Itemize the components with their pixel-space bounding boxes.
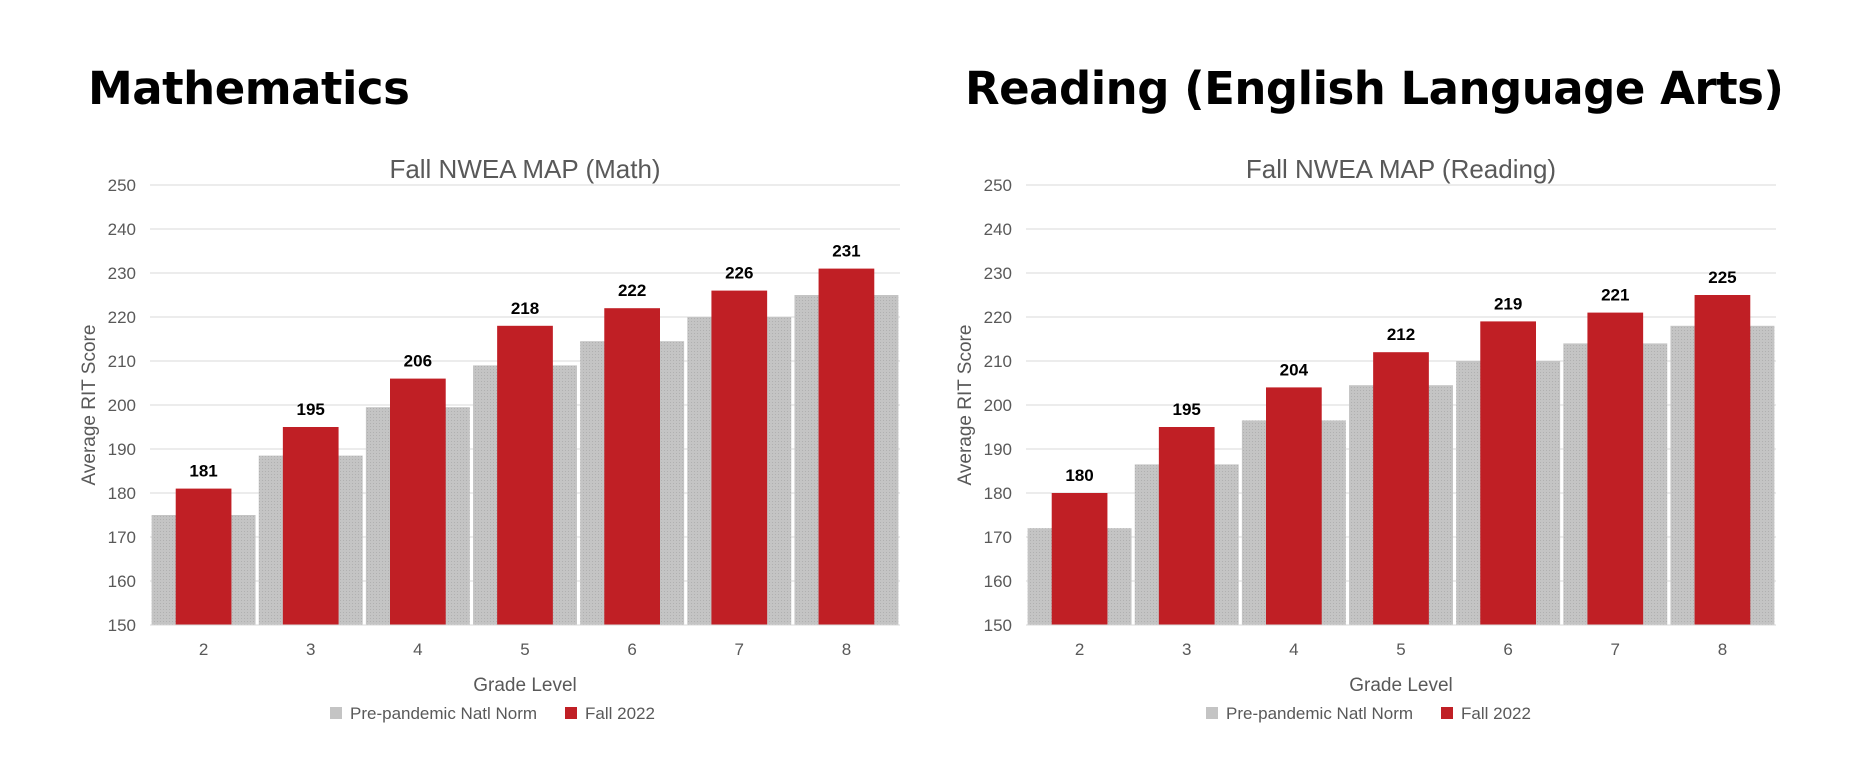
bar-fall-grade-5 (497, 325, 553, 625)
heading-mathematics: Mathematics (88, 62, 410, 115)
x-tick-label: 6 (627, 640, 636, 659)
bar-fall-grade-6 (1480, 321, 1536, 625)
x-tick-label: 7 (735, 640, 744, 659)
data-label: 218 (511, 299, 539, 318)
y-tick-label: 170 (108, 528, 136, 547)
x-tick-label: 8 (1718, 640, 1727, 659)
data-label: 219 (1494, 294, 1522, 313)
y-tick-label: 230 (984, 264, 1012, 283)
y-tick-label: 160 (984, 572, 1012, 591)
reading-chart: Fall NWEA MAP (Reading) 150 160 170 180 190 20… (946, 150, 1786, 730)
y-tick-label: 150 (108, 616, 136, 635)
y-tick-label: 170 (984, 528, 1012, 547)
data-label: 226 (725, 264, 753, 283)
data-label: 231 (832, 242, 860, 261)
chart-svg: Fall NWEA MAP (Reading) 150 160 170 180 190 20… (955, 154, 1776, 723)
x-tick-label: 4 (1289, 640, 1298, 659)
y-axis-label: Average RIT Score (955, 325, 976, 486)
y-tick-label: 220 (984, 308, 1012, 327)
data-label: 222 (618, 281, 646, 300)
x-axis-label: Grade Level (473, 675, 577, 696)
y-tick-label: 250 (984, 176, 1012, 195)
x-tick-label: 3 (306, 640, 315, 659)
y-tick-label: 220 (108, 308, 136, 327)
bar-fall-grade-6 (604, 308, 660, 625)
bar-fall-grade-8 (1694, 295, 1751, 625)
legend-swatch-fall (565, 707, 577, 719)
heading-reading: Reading (English Language Arts) (965, 62, 1784, 115)
legend-swatch-norm (1206, 707, 1218, 719)
chart-svg: Fall NWEA MAP (Math)15016017018019020021… (79, 154, 900, 723)
y-tick-label: 200 (984, 396, 1012, 415)
y-tick-label: 240 (108, 220, 136, 239)
y-tick-label: 190 (108, 440, 136, 459)
y-tick-label: 150 (984, 616, 1012, 635)
legend-label-norm: Pre-pandemic Natl Norm (1226, 704, 1413, 723)
chart-title: Fall NWEA MAP (Math) (389, 154, 660, 184)
y-tick-label: 190 (984, 440, 1012, 459)
bar-fall-grade-7 (1587, 312, 1644, 625)
x-axis-label: Grade Level (1349, 675, 1453, 696)
data-label: 212 (1387, 325, 1415, 344)
x-tick-label: 2 (1075, 640, 1084, 659)
bar-fall-grade-4 (390, 378, 446, 625)
data-label: 225 (1708, 268, 1736, 287)
bar-fall-grade-4 (1266, 387, 1322, 625)
bar-fall-grade-5 (1373, 352, 1429, 625)
legend-label-fall: Fall 2022 (585, 704, 655, 723)
y-tick-label: 210 (984, 352, 1012, 371)
x-tick-label: 3 (1182, 640, 1191, 659)
y-tick-label: 240 (984, 220, 1012, 239)
bar-fall-grade-8 (818, 268, 875, 625)
chart-title: Fall NWEA MAP (Reading) (1246, 154, 1556, 184)
y-tick-label: 180 (984, 484, 1012, 503)
x-tick-label: 5 (520, 640, 529, 659)
legend-swatch-fall (1441, 707, 1453, 719)
bar-fall-grade-2 (1051, 493, 1108, 625)
data-label: 221 (1601, 286, 1629, 305)
x-tick-label: 4 (413, 640, 422, 659)
bar-fall-grade-2 (175, 488, 232, 625)
legend-swatch-norm (330, 707, 342, 719)
x-tick-label: 8 (842, 640, 851, 659)
y-tick-label: 210 (108, 352, 136, 371)
y-tick-label: 200 (108, 396, 136, 415)
math-chart: Fall NWEA MAP (Math) 150 160 170 180 190 200 21… (70, 150, 910, 730)
x-tick-label: 7 (1611, 640, 1620, 659)
y-tick-label: 230 (108, 264, 136, 283)
y-tick-label: 180 (108, 484, 136, 503)
x-tick-label: 5 (1396, 640, 1405, 659)
bar-fall-grade-3 (282, 427, 339, 625)
data-label: 180 (1065, 466, 1093, 485)
y-tick-label: 250 (108, 176, 136, 195)
bar-fall-grade-7 (711, 290, 768, 625)
legend-label-fall: Fall 2022 (1461, 704, 1531, 723)
data-label: 195 (1173, 400, 1201, 419)
data-label: 206 (404, 352, 432, 371)
legend-label-norm: Pre-pandemic Natl Norm (350, 704, 537, 723)
data-label: 204 (1280, 360, 1309, 379)
y-axis-label: Average RIT Score (79, 325, 100, 486)
x-tick-label: 2 (199, 640, 208, 659)
data-label: 195 (297, 400, 325, 419)
y-tick-label: 160 (108, 572, 136, 591)
x-tick-label: 6 (1503, 640, 1512, 659)
data-label: 181 (189, 462, 217, 481)
bar-fall-grade-3 (1158, 427, 1215, 625)
